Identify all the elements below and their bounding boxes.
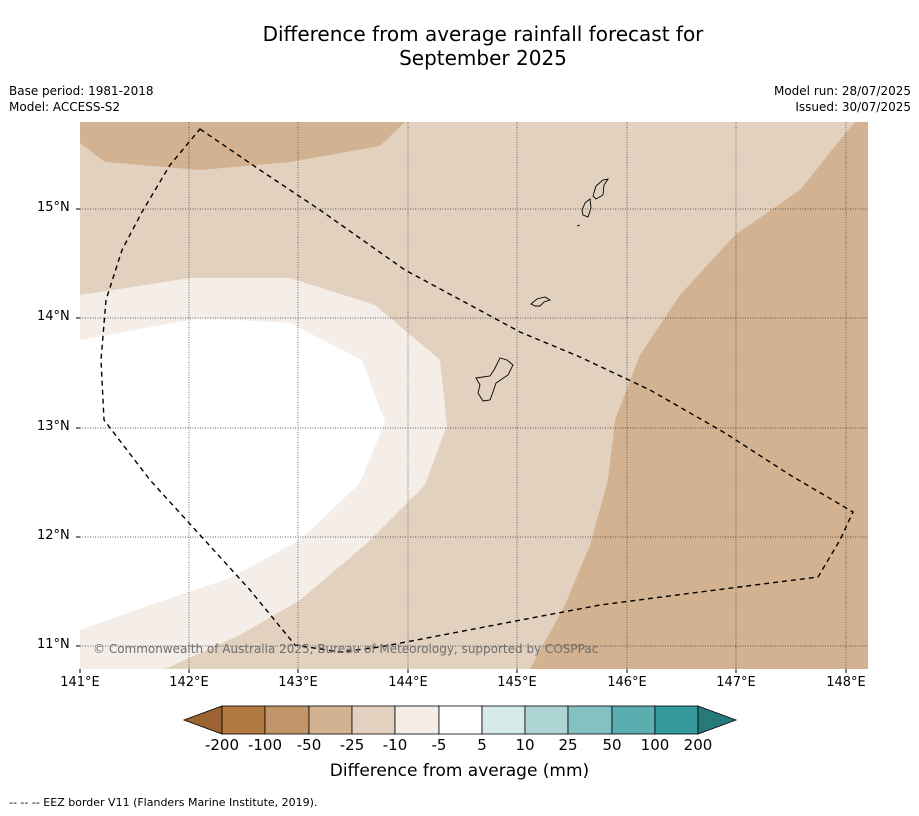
lat-label: 12°N <box>37 528 70 543</box>
lon-label: 148°E <box>826 675 866 690</box>
colorbar-swatch <box>567 705 613 735</box>
lon-label: 146°E <box>607 675 647 690</box>
colorbar-tick: 200 <box>683 736 713 754</box>
lon-label: 144°E <box>388 675 428 690</box>
lon-label: 145°E <box>497 675 537 690</box>
map-title: Difference from average rainfall forecas… <box>0 22 919 70</box>
island-aguijan <box>576 224 581 227</box>
zone-minus25-east <box>530 122 868 669</box>
title-line-2: September 2025 <box>399 46 567 70</box>
colorbar-swatch <box>524 705 569 735</box>
lon-label: 141°E <box>60 675 100 690</box>
issued-date: Issued: 30/07/2025 <box>795 100 911 114</box>
island-saipan <box>592 178 609 200</box>
colorbar-tick: 100 <box>640 736 670 754</box>
island-rota <box>530 296 552 307</box>
copyright-text: © Commonwealth of Australia 2025, Bureau… <box>93 642 598 656</box>
title-line-1: Difference from average rainfall forecas… <box>262 22 704 46</box>
colorbar-tick: -10 <box>382 736 408 754</box>
eez-border <box>100 128 854 653</box>
meta-left: Base period: 1981-2018 Model: ACCESS-S2 <box>9 83 154 115</box>
colorbar-swatch <box>654 705 699 735</box>
colorbar-title: Difference from average (mm) <box>329 761 590 781</box>
colorbar <box>182 705 738 735</box>
colorbar-tick: -25 <box>339 736 365 754</box>
lon-label: 142°E <box>169 675 209 690</box>
colorbar-swatch <box>221 705 266 735</box>
colorbar-tick: -50 <box>296 736 322 754</box>
lat-label: 15°N <box>37 200 70 215</box>
colorbar-tick: -5 <box>431 736 447 754</box>
axis-ticks <box>76 208 847 673</box>
lat-label: 11°N <box>37 637 70 652</box>
colorbar-swatch <box>438 705 483 735</box>
model-run: Model run: 28/07/2025 <box>773 84 911 98</box>
colorbar-arrow-low <box>182 705 223 735</box>
lon-label: 143°E <box>278 675 318 690</box>
colorbar-swatch <box>351 705 396 735</box>
colorbar-swatch <box>308 705 353 735</box>
island-tinian <box>581 198 592 218</box>
model-name: Model: ACCESS-S2 <box>9 100 121 114</box>
colorbar-arrow-high <box>697 705 738 735</box>
zone-neutral <box>80 318 385 630</box>
island-guam <box>475 357 514 402</box>
eez-legend: -- -- -- EEZ border V11 (Flanders Marine… <box>9 796 318 809</box>
islands <box>475 178 609 402</box>
rainfall-anomaly-map <box>80 122 868 669</box>
lat-label: 14°N <box>37 309 70 324</box>
lon-gridlines <box>188 122 847 669</box>
zone-minus25-north <box>80 122 405 170</box>
colorbar-tick: 25 <box>558 736 578 754</box>
colorbar-swatch <box>394 705 440 735</box>
colorbar-swatch <box>481 705 526 735</box>
colorbar-tick: 50 <box>602 736 622 754</box>
colorbar-tick: 5 <box>477 736 487 754</box>
lat-label: 13°N <box>37 419 70 434</box>
colorbar-tick: -200 <box>204 736 240 754</box>
lon-label: 147°E <box>716 675 756 690</box>
meta-right: Model run: 28/07/2025 Issued: 30/07/2025 <box>774 83 911 115</box>
base-period: Base period: 1981-2018 <box>9 84 154 98</box>
colorbar-swatch <box>611 705 656 735</box>
colorbar-tick: -100 <box>247 736 283 754</box>
colorbar-tick: 10 <box>515 736 535 754</box>
colorbar-swatch <box>264 705 310 735</box>
